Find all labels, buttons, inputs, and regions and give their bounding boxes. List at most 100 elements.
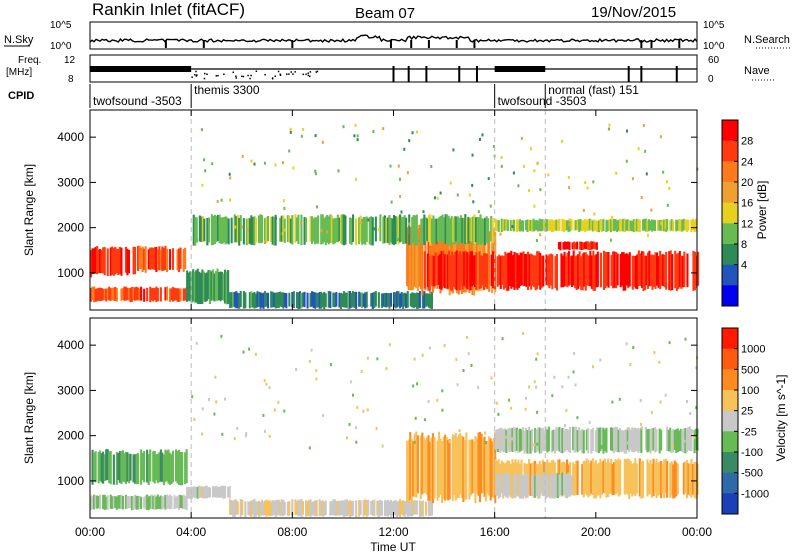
heatmap-cell — [162, 454, 165, 486]
heatmap-cell — [190, 486, 193, 499]
scatter-cell — [493, 145, 495, 148]
scatter-cell — [525, 396, 527, 400]
heatmap-cell — [338, 292, 341, 308]
heatmap-cell — [600, 427, 603, 451]
heatmap-cell — [655, 429, 658, 452]
colorbar-swatch — [722, 264, 738, 286]
heatmap-cell — [429, 293, 432, 309]
heatmap-cell — [672, 220, 675, 232]
heatmap-cell — [511, 459, 514, 499]
nsearch-tick-top: 10^5 — [703, 20, 725, 31]
nave-dot — [294, 71, 296, 73]
heatmap-cell — [271, 500, 274, 516]
heatmap-cell — [342, 500, 345, 517]
heatmap-cell — [649, 459, 652, 495]
heatmap-cell — [527, 251, 530, 290]
nave-dot — [279, 74, 282, 76]
scatter-cell — [640, 196, 643, 199]
scatter-cell — [265, 382, 268, 386]
heatmap-cell — [141, 452, 144, 481]
heatmap-cell — [608, 462, 611, 494]
heatmap-cell — [374, 291, 377, 307]
heatmap-cell — [486, 253, 489, 289]
heatmap-cell — [382, 216, 385, 244]
heatmap-cell — [502, 219, 505, 232]
scatter-cell — [322, 413, 325, 417]
heatmap-cell — [463, 251, 466, 286]
heatmap-cell — [347, 501, 350, 516]
heatmap-cell — [642, 251, 645, 291]
heatmap-cell — [559, 241, 562, 251]
heatmap-cell — [675, 462, 678, 497]
heatmap-cell — [532, 474, 535, 498]
heatmap-cell — [341, 500, 344, 516]
heatmap-cell — [412, 292, 415, 309]
heatmap-cell — [365, 500, 368, 517]
heatmap-cell — [112, 495, 115, 509]
heatmap-cell — [487, 218, 490, 244]
heatmap-cell — [645, 255, 648, 286]
colorbar-tick-label: 25 — [741, 406, 753, 418]
heatmap-cell — [420, 218, 423, 246]
heatmap-cell — [280, 215, 283, 242]
heatmap-cell — [282, 215, 285, 242]
nsky-tick-top: 10^5 — [50, 20, 72, 31]
freq-unit: [MHz] — [6, 67, 32, 78]
heatmap-cell — [421, 500, 424, 517]
scatter-cell — [495, 401, 498, 405]
scatter-cell — [284, 228, 287, 232]
heatmap-cell — [661, 463, 664, 495]
heatmap-cell — [669, 462, 672, 498]
heatmap-cell — [466, 252, 469, 290]
heatmap-cell — [106, 449, 109, 481]
heatmap-cell — [430, 437, 433, 503]
heatmap-cell — [521, 252, 524, 286]
nave-dot — [309, 71, 312, 73]
nave-dot — [235, 77, 238, 79]
heatmap-cell — [597, 220, 600, 233]
heatmap-cell — [321, 293, 324, 308]
heatmap-cell — [553, 220, 556, 231]
heatmap-cell — [694, 251, 697, 291]
heatmap-cell — [570, 219, 573, 231]
heatmap-cell — [453, 435, 456, 496]
heatmap-cell — [185, 449, 188, 484]
heatmap-cell — [184, 288, 187, 301]
heatmap-cell — [403, 215, 406, 244]
heatmap-cell — [425, 437, 428, 495]
scatter-cell — [671, 444, 674, 448]
heatmap-cell — [355, 218, 358, 246]
scatter-cell — [568, 186, 571, 190]
scatter-cell — [600, 445, 602, 449]
heatmap-cell — [273, 292, 276, 307]
scatter-cell — [511, 437, 513, 441]
heatmap-cell — [647, 462, 650, 495]
scatter-cell — [553, 375, 556, 379]
heatmap-cell — [173, 287, 176, 301]
heatmap-cell — [227, 218, 230, 245]
scatter-cell — [229, 198, 232, 202]
heatmap-cell — [589, 241, 592, 250]
heatmap-cell — [660, 461, 663, 499]
heatmap-cell — [321, 500, 324, 517]
heatmap-cell — [218, 272, 221, 300]
heatmap-cell — [641, 460, 644, 498]
scatter-cell — [551, 394, 554, 398]
heatmap-cell — [616, 460, 619, 494]
scatter-cell — [689, 412, 692, 415]
nave-dot — [235, 75, 237, 77]
heatmap-cell — [569, 426, 572, 453]
heatmap-cell — [156, 453, 159, 484]
y-tick-label: 4000 — [57, 338, 84, 352]
heatmap-cell — [561, 472, 564, 496]
heatmap-cell — [399, 293, 402, 309]
nave-dot — [195, 70, 197, 73]
heatmap-cell — [388, 293, 391, 309]
heatmap-cell — [301, 292, 304, 307]
heatmap-cell — [265, 217, 268, 243]
scatter-cell — [385, 367, 388, 371]
heatmap-cell — [332, 292, 335, 307]
scatter-cell — [288, 149, 291, 153]
heatmap-cell — [159, 287, 162, 302]
